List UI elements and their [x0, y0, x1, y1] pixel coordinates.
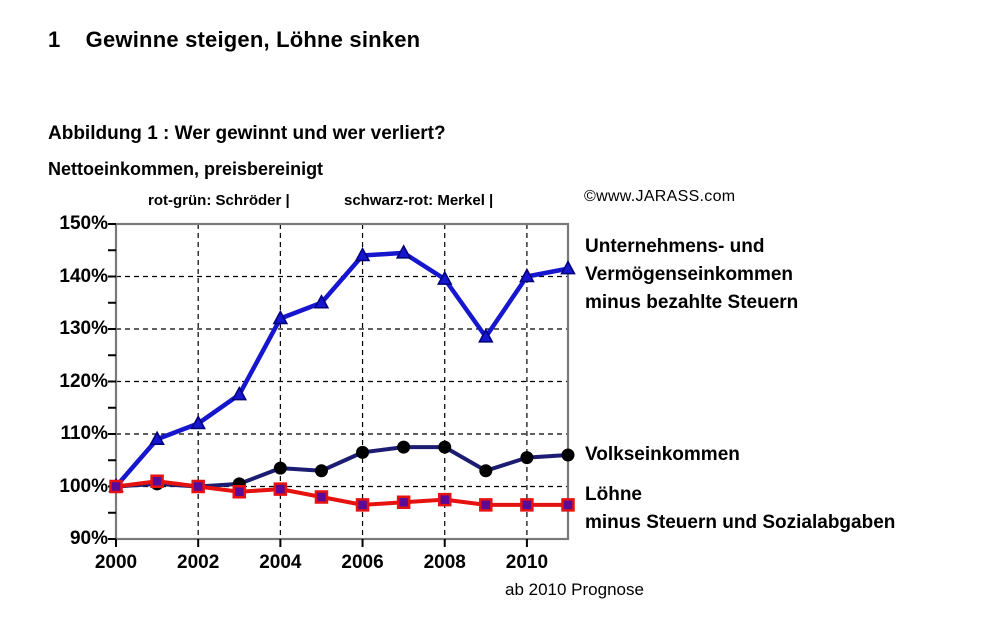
circle-marker	[479, 464, 493, 478]
y-tick-label: 100%	[59, 475, 108, 497]
x-tick-label: 2008	[423, 552, 466, 573]
circle-marker	[314, 464, 328, 478]
series-label-line: Löhne	[585, 484, 642, 505]
x-tick-label: 2002	[177, 552, 220, 573]
square-marker	[561, 498, 575, 512]
figure-title: Abbildung 1 : Wer gewinnt und wer verlie…	[48, 123, 446, 144]
circle-marker	[438, 440, 452, 454]
figure-subtitle: Nettoeinkommen, preisbereinigt	[48, 159, 324, 179]
copyright-watermark: ©www.JARASS.com	[584, 188, 736, 205]
prognose-footnote: ab 2010 Prognose	[505, 580, 644, 599]
era-label-schroeder: rot-grün: Schröder |	[148, 192, 290, 209]
triangle-marker	[354, 246, 371, 262]
triangle-marker	[560, 260, 576, 275]
x-tick-label: 2010	[505, 552, 549, 573]
y-tick-label: 130%	[59, 318, 108, 339]
series-label-line: minus bezahlte Steuern	[585, 292, 799, 313]
x-tick-label: 2006	[341, 552, 384, 573]
square-marker	[355, 498, 370, 512]
square-marker	[273, 482, 288, 496]
triangle-marker	[272, 309, 289, 325]
series-label-line: Unternehmens- und	[585, 236, 765, 257]
square-marker	[396, 495, 411, 509]
square-marker	[150, 474, 164, 488]
triangle-marker	[190, 414, 206, 430]
square-marker	[479, 498, 493, 512]
square-marker	[109, 479, 123, 494]
triangle-marker	[519, 267, 535, 283]
circle-marker	[561, 448, 575, 462]
series-label-0: Unternehmens- und Vermögenseinkommen minus…	[585, 233, 798, 317]
series-label-2: Löhne minus Steuern und Sozialabgaben	[585, 481, 895, 537]
circle-marker	[273, 461, 287, 475]
circle-marker	[356, 445, 370, 459]
square-marker	[520, 498, 534, 512]
series-label-line: Vermögenseinkommen	[585, 264, 794, 285]
series-label-1: Volkseinkommen	[585, 441, 740, 469]
series-line-0	[114, 250, 569, 488]
y-tick-label: 120%	[59, 370, 108, 392]
circle-marker	[397, 440, 411, 454]
square-marker	[232, 485, 247, 499]
square-marker	[191, 479, 205, 494]
era-label-merkel: schwarz-rot: Merkel |	[344, 192, 494, 209]
y-tick-label: 90%	[69, 528, 108, 549]
circle-marker	[520, 451, 534, 465]
series-label-line: minus Steuern und Sozialabgaben	[585, 512, 896, 533]
triangle-marker	[395, 244, 412, 259]
y-tick-label: 140%	[59, 265, 108, 287]
square-marker	[314, 490, 329, 504]
triangle-marker	[478, 328, 494, 343]
triangle-marker	[149, 430, 165, 445]
series-line-2	[115, 479, 568, 507]
x-tick-label: 2004	[259, 552, 302, 573]
series-label-line: Volkseinkommen	[585, 444, 740, 465]
triangle-marker	[313, 294, 330, 309]
page-title: 1 Gewinne steigen, Löhne sinken	[48, 27, 421, 52]
y-tick-label: 150%	[59, 213, 108, 234]
triangle-marker	[231, 386, 248, 401]
series-line-1	[115, 445, 569, 489]
triangle-marker	[436, 270, 453, 285]
square-marker	[437, 492, 452, 507]
x-tick-label: 2000	[94, 552, 138, 573]
y-tick-label: 110%	[60, 423, 108, 444]
